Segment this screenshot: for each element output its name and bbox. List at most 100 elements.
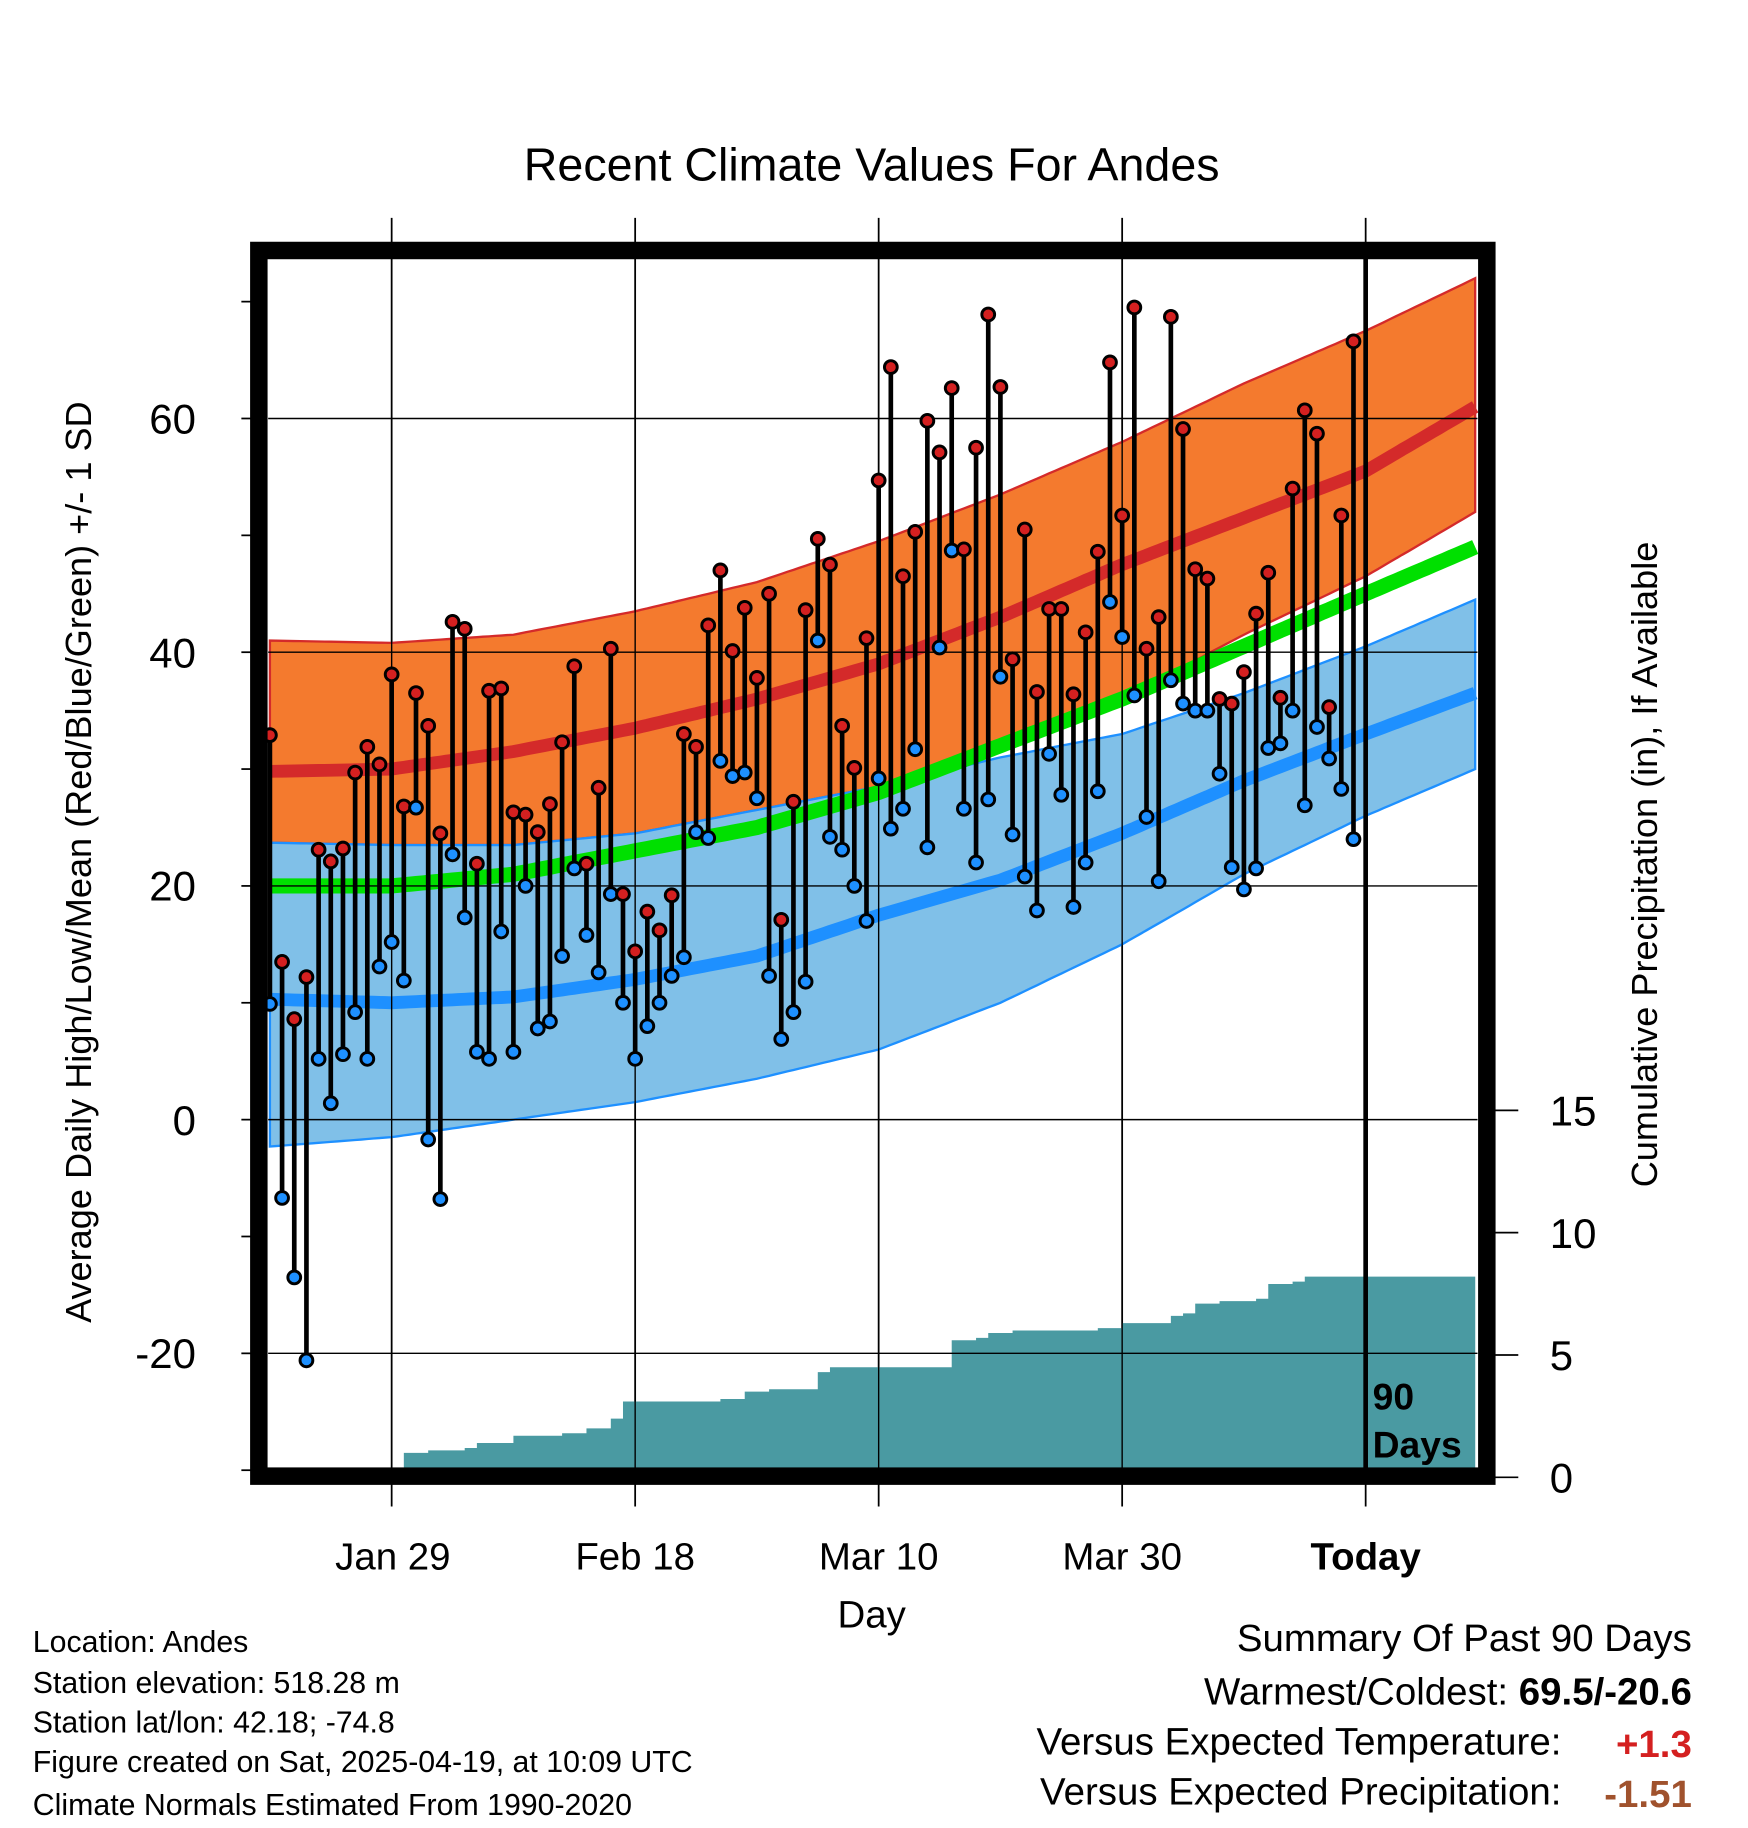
mean-high-line	[269, 401, 1479, 778]
daily-high-point	[1102, 354, 1118, 371]
daily-high-point	[335, 840, 351, 857]
y-tick-label: 60	[149, 395, 196, 442]
daily-high-point	[882, 359, 899, 375]
daily-high-point	[1089, 543, 1106, 560]
daily-points	[262, 299, 1362, 1369]
daily-high-point	[639, 903, 656, 920]
daily-low-point	[675, 949, 692, 966]
daily-low-point	[1345, 831, 1362, 848]
daily-low-point	[542, 1013, 558, 1030]
info-location: Location: Andes	[33, 1626, 249, 1659]
daily-high-point	[688, 738, 704, 755]
daily-low-point	[1041, 746, 1057, 762]
x-tick-label: Mar 30	[1062, 1535, 1182, 1578]
daily-low-point	[1309, 719, 1325, 735]
precip-cumulative-area	[269, 1276, 1476, 1468]
daily-high-point	[1077, 624, 1094, 641]
daily-low-point	[1211, 765, 1228, 782]
daily-high-point	[371, 756, 388, 773]
daily-high-point	[931, 444, 948, 461]
daily-low-point	[371, 958, 388, 975]
daily-high-point	[1223, 695, 1240, 712]
temp-anomaly-value: +1.3	[1616, 1723, 1692, 1766]
daily-low-point	[359, 1051, 376, 1067]
y-tick-label: 40	[149, 630, 196, 677]
daily-high-point	[432, 825, 449, 842]
daily-high-point	[1333, 507, 1350, 524]
daily-low-point	[420, 1131, 437, 1148]
daily-low-point	[408, 799, 424, 816]
y2-tick-label: 5	[1550, 1332, 1573, 1379]
daily-high-point	[602, 640, 619, 657]
daily-low-point	[980, 791, 997, 808]
daily-low-point	[517, 878, 534, 894]
daily-high-point	[822, 556, 838, 573]
daily-low-point	[615, 994, 631, 1011]
mean-line	[269, 540, 1479, 894]
daily-high-point	[505, 804, 522, 821]
daily-low-point	[907, 741, 924, 758]
daily-high-point	[578, 855, 595, 872]
daily-low-point	[882, 820, 899, 837]
daily-high-point	[943, 380, 960, 396]
daily-low-point	[712, 753, 729, 769]
info-latlon: Station lat/lon: 42.18; -74.8	[33, 1706, 395, 1739]
daily-high-point	[651, 922, 668, 939]
x-tick-label: Feb 18	[575, 1535, 695, 1578]
daily-high-point	[834, 717, 850, 734]
daily-low-point	[639, 1018, 656, 1035]
daily-low-point	[456, 909, 473, 926]
daily-high-point	[663, 887, 680, 904]
daily-low-point	[968, 854, 984, 871]
daily-low-point	[663, 968, 680, 984]
daily-low-point	[858, 913, 875, 929]
daily-high-point	[566, 658, 583, 675]
daily-low-point	[1029, 902, 1045, 919]
daily-low-point	[1175, 695, 1191, 712]
daily-low-point	[493, 923, 510, 940]
daily-low-point	[590, 964, 607, 981]
daily-low-point	[736, 764, 753, 781]
daily-high-point	[1162, 308, 1179, 325]
daily-low-point	[822, 828, 838, 845]
daily-high-point	[383, 666, 400, 683]
daily-high-point	[469, 855, 485, 872]
daily-low-point	[761, 968, 777, 984]
daily-low-point	[529, 1020, 546, 1037]
daily-low-point	[1053, 786, 1070, 803]
daily-low-point	[444, 846, 461, 863]
daily-high-point	[542, 796, 558, 812]
daily-high-point	[1309, 425, 1325, 442]
daily-high-point	[700, 617, 717, 634]
chart-title: Recent Climate Values For Andes	[524, 139, 1220, 191]
daily-low-point	[895, 800, 911, 817]
x-tick-label: Mar 10	[819, 1535, 939, 1578]
y-tick-label: -20	[135, 1330, 196, 1377]
daily-high-point	[1114, 507, 1131, 524]
daily-high-point	[1296, 402, 1313, 419]
daily-high-point	[1345, 333, 1362, 350]
daily-high-point	[456, 620, 473, 637]
daily-high-point	[1065, 686, 1082, 703]
daily-low-point	[1284, 702, 1301, 719]
daily-low-point	[1065, 899, 1082, 915]
daily-low-point	[688, 824, 704, 841]
y2-tick-label: 10	[1550, 1210, 1597, 1257]
daily-high-point	[1187, 561, 1204, 578]
x-axis-label: Day	[837, 1594, 906, 1637]
daily-high-point	[919, 412, 936, 429]
daily-low-point	[773, 1031, 790, 1047]
daily-high-point	[1272, 689, 1289, 706]
daily-low-point	[298, 1352, 315, 1369]
daily-low-point	[1089, 783, 1106, 800]
daily-high-point	[359, 738, 376, 755]
daily-high-point	[712, 562, 729, 579]
daily-low-point	[469, 1043, 485, 1060]
daily-low-point	[627, 1051, 644, 1067]
daily-low-point	[274, 1190, 290, 1206]
y-tick-label: 20	[149, 863, 196, 910]
warmest-label: Warmest/Coldest:	[1204, 1671, 1519, 1714]
daily-low-point	[785, 1004, 802, 1020]
daily-low-point	[870, 770, 887, 787]
